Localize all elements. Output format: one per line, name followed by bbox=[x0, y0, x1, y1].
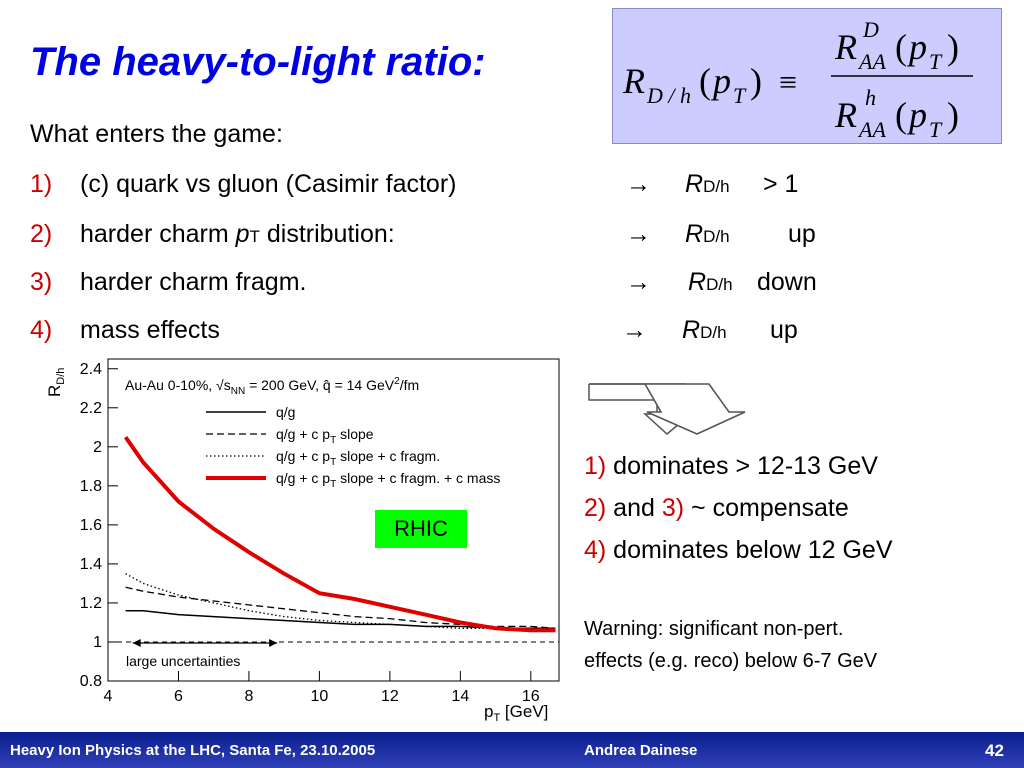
formula-den-t: T bbox=[929, 117, 943, 142]
rhic-badge: RHIC bbox=[375, 510, 467, 548]
formula-lhs-r: R bbox=[622, 61, 645, 101]
item-number: 1) bbox=[30, 170, 53, 198]
plot-frame bbox=[107, 358, 560, 682]
formula-lhs-open: ( bbox=[699, 61, 711, 101]
conclusion-line-2: 2) and 3) ~ compensate bbox=[584, 494, 849, 522]
item-text: mass effects bbox=[80, 316, 220, 344]
right-arrow-icon: → bbox=[622, 316, 647, 344]
legend-label: q/g + c pT slope + c fragm. + c mass bbox=[276, 470, 500, 490]
formula-den-sub: AA bbox=[857, 117, 886, 142]
item-result: up bbox=[770, 316, 798, 344]
y-tick-label: 2.2 bbox=[80, 400, 102, 417]
down-right-arrow-icon bbox=[588, 383, 746, 435]
formula-equiv: ≡ bbox=[779, 64, 797, 100]
x-tick-label: 8 bbox=[244, 688, 253, 705]
item-text: (c) quark vs gluon (Casimir factor) bbox=[80, 170, 457, 198]
item-text: harder charm fragm. bbox=[80, 268, 307, 296]
rdh-plot: 4 6 8 10 12 14 160.811.21.41.61.822.22.4 RD/h … bbox=[45, 358, 560, 724]
item-result: up bbox=[788, 220, 816, 248]
legend-label: q/g bbox=[276, 404, 295, 420]
ratio-formula: R D / h ( p T ) ≡ R D AA ( p T ) R h AA … bbox=[622, 17, 973, 142]
x-tick-label: 6 bbox=[174, 688, 183, 705]
footer-author: Andrea Dainese bbox=[584, 742, 698, 759]
intro-text: What enters the game: bbox=[30, 120, 283, 148]
conclusion-line-3: 4) dominates below 12 GeV bbox=[584, 536, 893, 564]
item-ratio: RD/h bbox=[685, 170, 730, 198]
conclusion-line-1: 1) dominates > 12-13 GeV bbox=[584, 452, 878, 480]
y-tick-label: 1.8 bbox=[80, 478, 102, 495]
x-axis-label: pT [GeV] bbox=[484, 702, 548, 724]
arrow-head-left-icon bbox=[132, 639, 141, 647]
formula-num-r: R bbox=[834, 27, 857, 67]
formula-lhs-close: ) bbox=[750, 61, 762, 101]
legend-label: q/g + c pT slope bbox=[276, 426, 374, 446]
formula-lhs-t: T bbox=[733, 83, 747, 108]
footer-conference: Heavy Ion Physics at the LHC, Santa Fe, … bbox=[10, 742, 376, 759]
item-text: harder charm pT distribution: bbox=[80, 220, 395, 248]
right-arrow-icon: → bbox=[626, 268, 651, 296]
y-tick-label: 2.4 bbox=[80, 361, 102, 378]
y-axis-label: RD/h bbox=[45, 368, 67, 397]
y-tick-label: 1.6 bbox=[80, 517, 102, 534]
x-tick-label: 12 bbox=[381, 688, 399, 705]
item-result: > 1 bbox=[763, 170, 799, 198]
formula-den-open: ( bbox=[895, 95, 907, 135]
item-ratio: RD/h bbox=[685, 220, 730, 248]
item-ratio: RD/h bbox=[682, 316, 727, 344]
arrow-head-right-icon bbox=[269, 639, 278, 647]
x-tick-label: 16 bbox=[522, 688, 540, 705]
y-tick-label: 0.8 bbox=[80, 673, 102, 690]
item-result: down bbox=[757, 268, 817, 296]
series-line-4 bbox=[123, 435, 556, 633]
y-tick-label: 1 bbox=[93, 634, 102, 651]
formula-num-p: p bbox=[906, 27, 927, 67]
item-number: 2) bbox=[30, 220, 53, 248]
formula-num-open: ( bbox=[895, 27, 907, 67]
legend-header: Au-Au 0-10%, √sNN = 200 GeV, q̂ = 14 GeV… bbox=[125, 376, 419, 397]
formula-den-sup: h bbox=[865, 85, 876, 110]
formula-lhs-p: p bbox=[710, 61, 731, 101]
formula-lhs-sub: D / h bbox=[646, 83, 691, 108]
uncertainty-label: large uncertainties bbox=[126, 653, 240, 669]
x-tick-label: 4 bbox=[104, 688, 113, 705]
formula-box: R D / h ( p T ) ≡ R D AA ( p T ) R h AA … bbox=[612, 8, 1002, 144]
formula-den-close: ) bbox=[947, 95, 959, 135]
y-tick-label: 1.4 bbox=[80, 556, 102, 573]
formula-num-sup: D bbox=[862, 17, 879, 42]
x-tick-label: 14 bbox=[451, 688, 469, 705]
formula-den-p: p bbox=[906, 95, 927, 135]
formula-num-t: T bbox=[929, 49, 943, 74]
right-arrow-icon: → bbox=[626, 220, 651, 248]
page-number: 42 bbox=[985, 741, 1004, 760]
warning-line-1: Warning: significant non-pert. bbox=[584, 618, 844, 640]
formula-num-sub: AA bbox=[857, 49, 886, 74]
warning-line-2: effects (e.g. reco) below 6-7 GeV bbox=[584, 650, 878, 672]
right-arrow-icon: → bbox=[626, 170, 651, 198]
x-tick-label: 10 bbox=[311, 688, 329, 705]
y-tick-label: 2 bbox=[93, 439, 102, 456]
item-number: 3) bbox=[30, 268, 53, 296]
item-number: 4) bbox=[30, 316, 53, 344]
slide-title: The heavy-to-light ratio: bbox=[30, 40, 486, 84]
formula-den-r: R bbox=[834, 95, 857, 135]
y-tick-label: 1.2 bbox=[80, 595, 102, 612]
item-ratio: RD/h bbox=[688, 268, 733, 296]
formula-num-close: ) bbox=[947, 27, 959, 67]
slide-footer: Heavy Ion Physics at the LHC, Santa Fe, … bbox=[0, 732, 1024, 768]
legend-label: q/g + c pT slope + c fragm. bbox=[276, 448, 440, 468]
